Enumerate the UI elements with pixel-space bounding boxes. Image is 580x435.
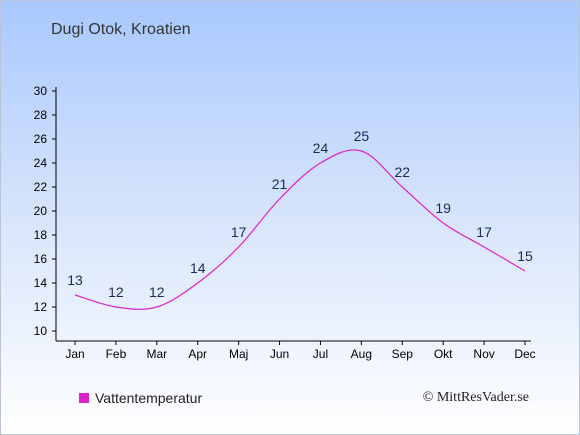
data-label: 13 xyxy=(67,272,83,288)
x-tick-label: Jan xyxy=(65,347,84,361)
legend: Vattentemperatur xyxy=(79,390,202,406)
x-tick-label: Maj xyxy=(229,347,248,361)
series-line xyxy=(74,149,526,310)
y-tick-label: 22 xyxy=(34,180,48,194)
x-tick-label: Feb xyxy=(106,347,127,361)
y-tick-label: 30 xyxy=(34,84,48,98)
y-tick-label: 10 xyxy=(34,324,48,338)
legend-label: Vattentemperatur xyxy=(95,390,203,406)
x-tick-label: Jul xyxy=(313,347,328,361)
x-tick-label: Okt xyxy=(434,347,453,361)
x-tick-label: Aug xyxy=(351,347,372,361)
x-tick-label: Sep xyxy=(392,347,414,361)
data-label: 17 xyxy=(476,224,492,240)
x-tick-label: Jun xyxy=(270,347,289,361)
data-label: 17 xyxy=(231,224,247,240)
data-label: 25 xyxy=(354,128,370,144)
copyright-text: © MittResVader.se xyxy=(422,390,529,405)
chart-title: Dugi Otok, Kroatien xyxy=(51,21,191,38)
data-label: 12 xyxy=(108,284,124,300)
x-tick-label: Mar xyxy=(146,347,167,361)
data-label: 14 xyxy=(190,260,206,276)
data-label: 19 xyxy=(435,200,451,216)
y-tick-label: 24 xyxy=(34,156,48,170)
x-tick-label: Nov xyxy=(473,347,494,361)
y-tick-label: 26 xyxy=(34,132,48,146)
data-label: 22 xyxy=(394,164,410,180)
data-label: 24 xyxy=(313,140,329,156)
x-tick-label: Dec xyxy=(514,347,535,361)
data-label: 15 xyxy=(517,248,533,264)
x-tick-label: Apr xyxy=(188,347,207,361)
y-tick-label: 18 xyxy=(34,228,48,242)
y-tick-label: 14 xyxy=(34,276,48,290)
y-tick-label: 20 xyxy=(34,204,48,218)
y-tick-label: 12 xyxy=(34,300,48,314)
y-tick-label: 16 xyxy=(34,252,48,266)
legend-swatch xyxy=(79,393,89,403)
data-label: 21 xyxy=(272,176,288,192)
data-label: 12 xyxy=(149,284,165,300)
y-tick-label: 28 xyxy=(34,108,48,122)
